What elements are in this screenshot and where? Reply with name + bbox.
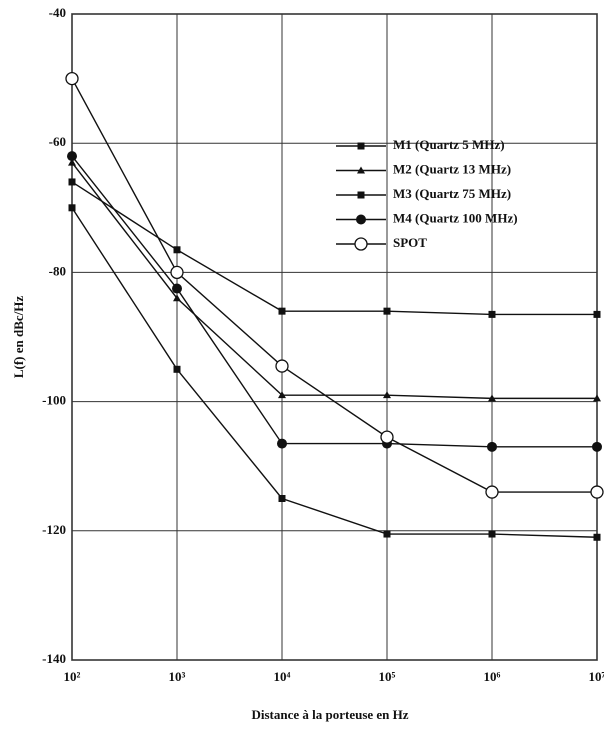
marker <box>170 265 184 280</box>
legend-label: M3 (Quartz 75 MHz) <box>393 186 511 201</box>
marker <box>488 310 496 318</box>
x-tick-label: 10⁶ <box>484 669 501 684</box>
marker <box>485 485 499 499</box>
legend-marker <box>356 214 366 225</box>
marker <box>383 307 391 315</box>
legend-label: M1 (Quartz 5 MHz) <box>393 137 505 152</box>
x-tick-label: 10⁷ <box>589 669 604 684</box>
marker <box>172 283 182 294</box>
legend-label: M2 (Quartz 13 MHz) <box>393 161 511 176</box>
series-line <box>71 155 597 448</box>
marker <box>278 307 286 315</box>
marker <box>590 485 604 499</box>
marker <box>488 394 496 402</box>
marker <box>68 204 76 212</box>
marker <box>173 365 181 373</box>
legend-marker <box>354 237 368 251</box>
marker <box>275 359 289 373</box>
marker <box>487 441 497 452</box>
legend-label: SPOT <box>393 235 427 250</box>
x-tick-label: 10⁴ <box>274 669 291 684</box>
y-tick-label: -40 <box>49 5 66 20</box>
y-axis-label: L(f) en dBc/Hz <box>11 296 26 379</box>
legend-label: M4 (Quartz 100 MHz) <box>393 210 518 225</box>
x-tick-label: 10³ <box>169 669 186 684</box>
marker <box>173 246 181 254</box>
marker <box>592 441 602 452</box>
marker <box>277 438 287 449</box>
marker <box>278 495 286 502</box>
marker <box>593 394 601 402</box>
marker <box>173 294 181 302</box>
y-tick-label: -140 <box>42 651 66 666</box>
legend-marker <box>357 166 365 174</box>
series-line <box>71 181 597 316</box>
marker <box>383 391 391 399</box>
marker <box>68 158 76 166</box>
series-line <box>71 207 598 538</box>
marker <box>380 430 394 444</box>
marker <box>278 391 286 399</box>
y-tick-label: -60 <box>49 134 66 149</box>
y-tick-label: -80 <box>49 263 66 278</box>
series-line <box>71 162 597 400</box>
legend-marker <box>357 142 365 150</box>
plot-frame <box>71 13 598 661</box>
marker <box>383 530 391 538</box>
x-tick-label: 10² <box>64 669 81 684</box>
y-tick-label: -100 <box>42 393 66 408</box>
marker <box>65 71 79 86</box>
series-line <box>71 78 597 493</box>
marker <box>68 178 76 186</box>
x-axis-label: Distance à la porteuse en Hz <box>251 707 408 722</box>
y-tick-label: -120 <box>42 522 66 537</box>
x-tick-label: 10⁵ <box>379 669 396 684</box>
marker <box>488 530 496 538</box>
marker <box>593 310 601 318</box>
marker <box>67 151 77 162</box>
marker <box>593 533 601 541</box>
legend-marker <box>357 191 365 199</box>
